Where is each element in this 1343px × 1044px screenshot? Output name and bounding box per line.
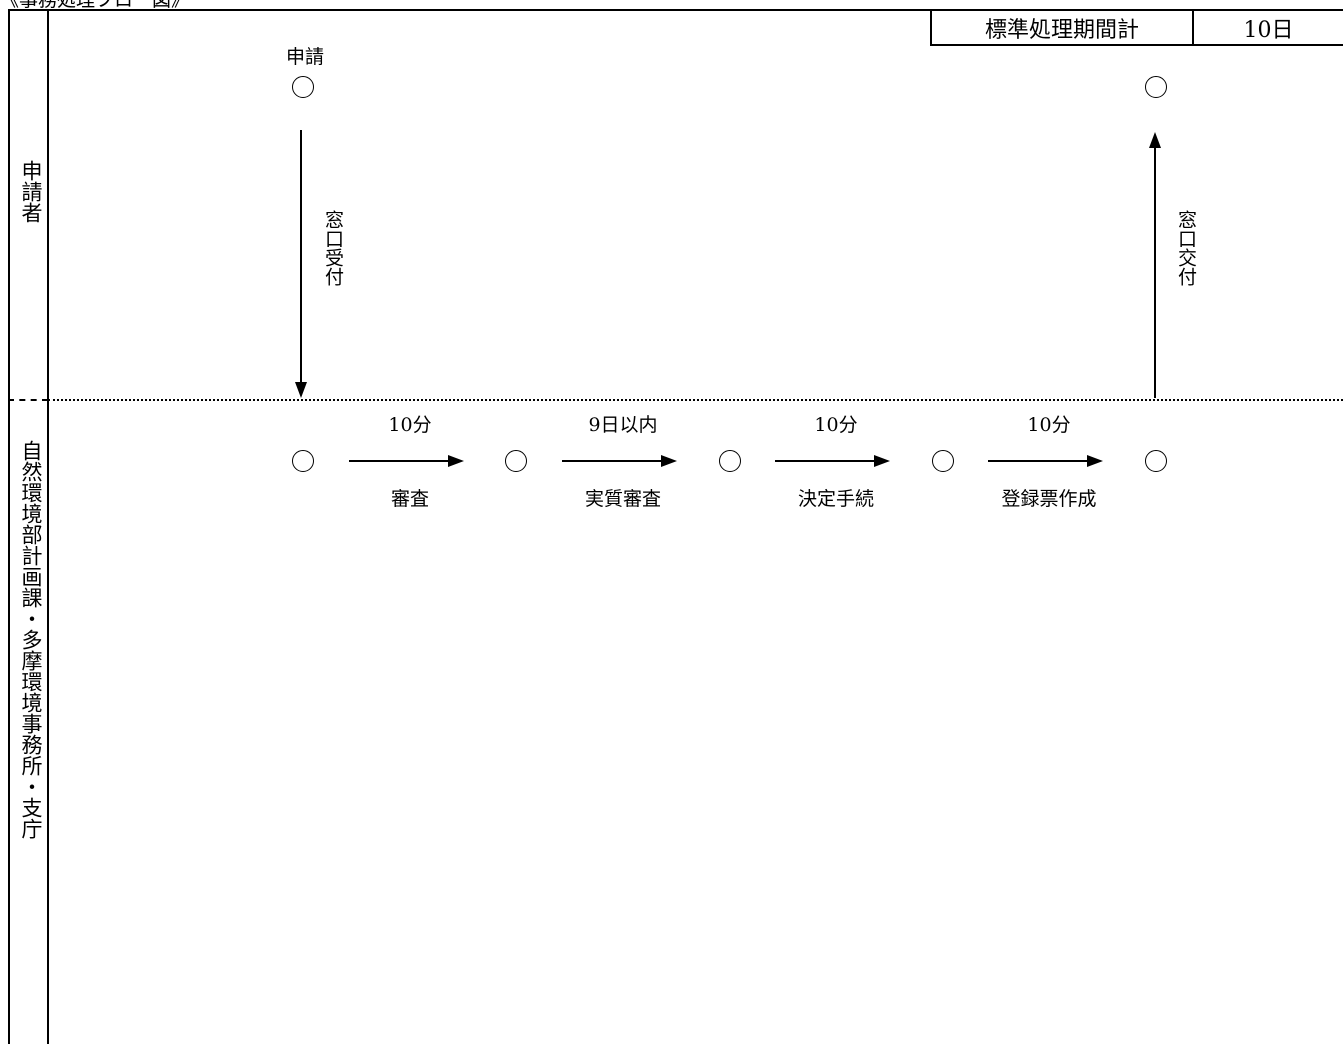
lane-divider-dashed [8, 399, 48, 401]
step-duration: 10分 [1027, 414, 1071, 436]
lane-divider-dotted [48, 399, 1343, 401]
step-label: 実質審査 [584, 488, 662, 510]
step-arrow-4 [1087, 455, 1103, 467]
frame-left-border [8, 9, 10, 1044]
process-node-1 [292, 450, 314, 472]
step-label: 決定手続 [797, 488, 875, 510]
summary-label: 標準処理期間計 [932, 11, 1194, 44]
step-arrow-1 [448, 455, 464, 467]
flow-heading: 《事務処理フロー図》 [0, 0, 191, 11]
process-node-4 [932, 450, 954, 472]
step-label: 審査 [390, 488, 430, 510]
process-node-2 [505, 450, 527, 472]
processing-period-summary: 標準処理期間計 10日 [930, 11, 1343, 46]
step-arrow-2 [661, 455, 677, 467]
frame-top-border [8, 9, 1343, 11]
process-node-3 [719, 450, 741, 472]
summary-value: 10日 [1243, 17, 1294, 43]
delivery-arrowhead [1149, 132, 1161, 148]
step-duration: 10分 [814, 414, 858, 436]
step-label: 登録票作成 [1001, 488, 1097, 510]
reception-arrowhead [295, 382, 307, 398]
counter-delivery-label: 窓口交付 [1175, 210, 1197, 286]
process-node-5 [1145, 450, 1167, 472]
delivery-node [1145, 76, 1167, 98]
lane-label-office: 自然環境部計画課・多摩環境事務所・支庁 [19, 440, 43, 839]
step-duration: 9日以内 [588, 414, 658, 436]
lane-label-applicant: 申請者 [19, 160, 43, 223]
lane-label-separator [47, 9, 49, 1044]
step-arrow-3 [874, 455, 890, 467]
apply-node [292, 76, 314, 98]
step-duration: 10分 [388, 414, 432, 436]
apply-label: 申請 [285, 46, 325, 68]
counter-reception-label: 窓口受付 [322, 210, 344, 286]
